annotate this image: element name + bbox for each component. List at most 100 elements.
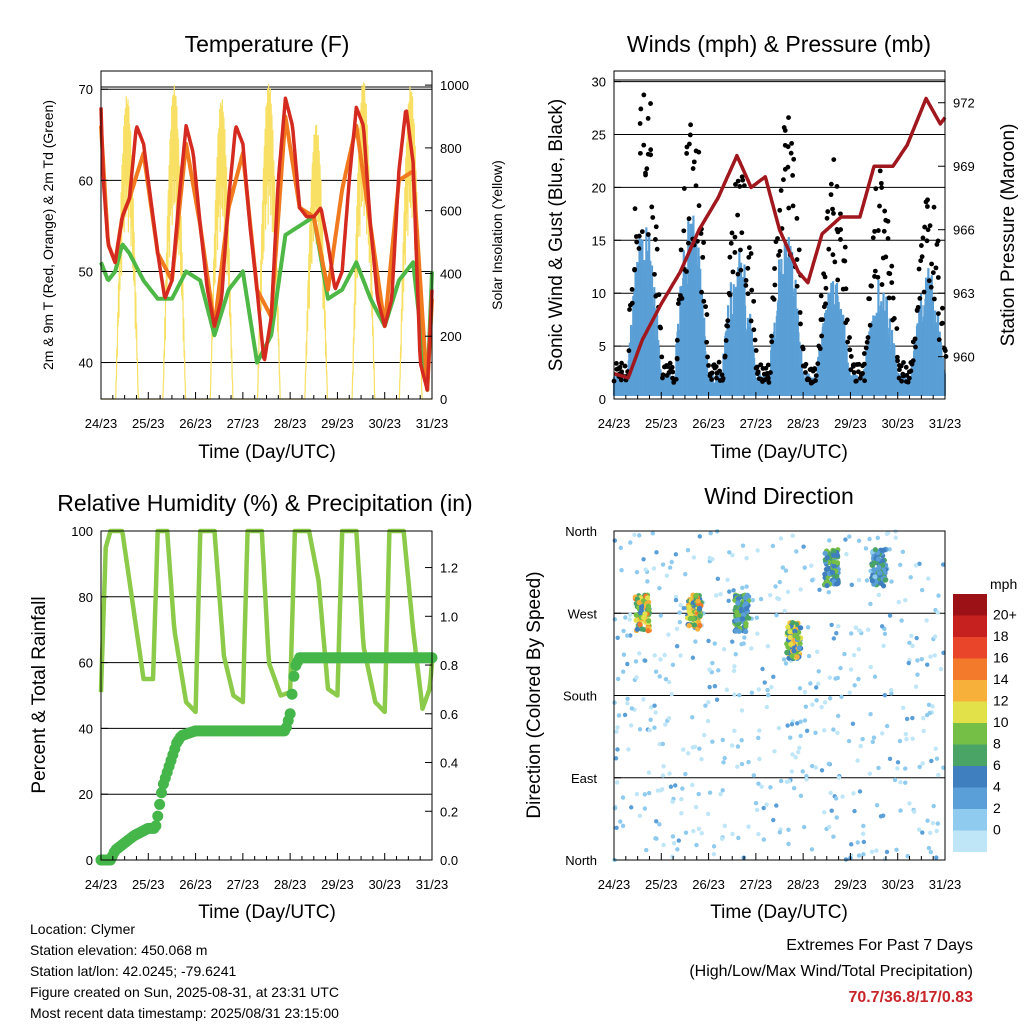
temperature-title: Temperature (F)	[185, 31, 350, 57]
gust-dot	[619, 360, 624, 366]
direction-dot	[855, 758, 860, 763]
direction-dot	[771, 674, 776, 680]
direction-dot	[882, 631, 888, 637]
direction-dot	[707, 790, 713, 795]
direction-dot	[789, 769, 794, 774]
gust-dot	[685, 240, 691, 246]
direction-dot	[835, 730, 840, 736]
gust-dot	[910, 358, 916, 364]
direction-dot	[850, 721, 856, 727]
direction-dot	[670, 662, 676, 668]
direction-dot	[683, 830, 689, 835]
direction-cluster-dot	[687, 616, 693, 622]
direction-dot	[652, 653, 657, 658]
humidity-ytick-label: 60	[79, 656, 93, 671]
direction-dot	[615, 780, 620, 785]
direction-dot	[666, 716, 672, 721]
colorbar-swatch	[953, 830, 987, 852]
direction-dot	[774, 613, 779, 618]
direction-dot	[896, 599, 902, 605]
direction-dot	[887, 613, 893, 618]
direction-dot	[673, 552, 679, 557]
direction-dot	[913, 563, 919, 568]
winds-ytick-label: 25	[592, 127, 606, 142]
gust-dot	[752, 337, 758, 343]
humidity-y2tick-label: 0.8	[440, 658, 458, 673]
gust-dot	[930, 270, 936, 276]
colorbar-swatch	[953, 809, 987, 831]
direction-dot	[612, 538, 618, 543]
direction-dot	[668, 784, 674, 789]
direction-dot	[889, 579, 894, 584]
direction-ytick-label: North	[565, 524, 597, 539]
direction-dot	[934, 828, 939, 834]
direction-dot	[634, 675, 639, 680]
winds-xtick-label: 30/23	[881, 416, 914, 431]
direction-dot	[715, 576, 721, 582]
winds-ytick-label: 10	[592, 286, 606, 301]
gust-dot	[738, 247, 743, 253]
gust-dot	[924, 238, 930, 244]
direction-cluster-dot	[743, 628, 749, 635]
direction-cluster-dot	[744, 605, 750, 612]
direction-dot	[755, 548, 760, 553]
winds-xtick-label: 27/23	[740, 416, 773, 431]
winds-xtick-label: 29/23	[834, 416, 867, 431]
direction-dot	[690, 715, 695, 720]
gust-dot	[824, 215, 830, 221]
gust-dot	[790, 203, 796, 209]
direction-dot	[856, 628, 862, 633]
direction-dot	[664, 573, 670, 578]
gust-dot	[648, 101, 653, 106]
gust-dot	[763, 365, 769, 371]
gust-dot	[778, 188, 784, 193]
direction-cluster-dot	[695, 598, 701, 604]
direction-dot	[756, 831, 761, 837]
direction-dot	[685, 751, 691, 756]
direction-dot	[869, 849, 875, 854]
direction-dot	[764, 704, 770, 710]
gust-dot	[903, 364, 909, 370]
direction-dot	[663, 722, 668, 727]
gust-dot	[920, 235, 926, 241]
gust-dot	[926, 278, 932, 284]
direction-dot	[693, 804, 699, 810]
gust-dot	[913, 344, 918, 350]
direction-dot	[714, 593, 719, 598]
gust-dot	[894, 326, 900, 332]
direction-dot	[829, 622, 834, 628]
direction-dot	[895, 766, 900, 771]
direction-dot	[887, 756, 893, 762]
gust-dot	[765, 362, 771, 368]
direction-dot	[842, 651, 847, 657]
direction-dot	[674, 644, 680, 649]
direction-dot	[910, 715, 915, 721]
direction-dot	[810, 702, 815, 707]
direction-dot	[887, 547, 892, 552]
direction-dot	[680, 786, 685, 791]
direction-dot	[856, 676, 861, 682]
direction-dot	[813, 730, 818, 736]
direction-cluster-dot	[880, 583, 887, 589]
direction-dot	[831, 727, 836, 732]
direction-dot	[756, 735, 761, 741]
direction-cluster-dot	[831, 548, 837, 554]
direction-dot	[868, 601, 873, 607]
direction-dot	[903, 731, 909, 737]
direction-dot	[936, 593, 941, 598]
temperature-y2tick-label: 600	[440, 204, 462, 219]
colorbar-swatch	[953, 723, 987, 745]
colorbar-swatch	[953, 615, 987, 637]
direction-dot	[867, 771, 873, 776]
direction-dot	[749, 646, 754, 651]
gust-dot	[906, 375, 912, 381]
direction-cluster-dot	[792, 632, 798, 638]
direction-dot	[754, 615, 760, 620]
direction-dot	[857, 789, 863, 794]
gust-dot	[686, 216, 692, 222]
direction-dot	[833, 676, 838, 681]
direction-dot	[876, 592, 882, 598]
direction-dot	[778, 778, 784, 784]
direction-dot	[864, 578, 870, 583]
